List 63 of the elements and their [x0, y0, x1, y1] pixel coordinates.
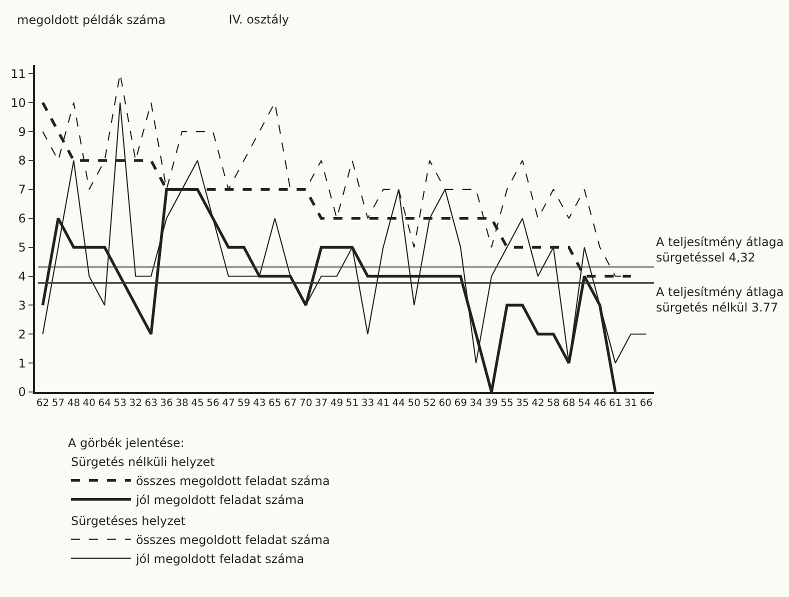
y-tick-label: 6	[18, 212, 26, 226]
y-tick-label: 2	[18, 327, 26, 342]
legend-label: összes megoldott feladat száma	[136, 533, 330, 548]
x-tick-label: 51	[346, 398, 359, 409]
y-tick-label: 3	[18, 298, 26, 312]
legend-label: jól megoldott feladat száma	[134, 552, 304, 566]
y-tick-label: 0	[18, 385, 26, 400]
y-tick-label: 11	[10, 66, 26, 81]
x-tick-label: 66	[640, 398, 653, 409]
y-axis-title: megoldott példák száma	[17, 13, 166, 27]
x-tick-label: 59	[238, 398, 250, 409]
x-tick-label: 45	[191, 398, 204, 409]
y-tick-label: 10	[10, 96, 26, 110]
x-tick-label: 47	[222, 398, 235, 409]
x-tick-label: 32	[129, 398, 142, 409]
x-tick-label: 42	[532, 398, 544, 409]
x-tick-label: 50	[408, 398, 421, 409]
x-tick-label: 49	[330, 398, 344, 409]
x-tick-label: 60	[438, 398, 452, 409]
x-tick-label: 48	[67, 398, 80, 409]
text: Sürgetés nélküli helyzet	[70, 455, 216, 470]
y-tick-label: 8	[18, 154, 26, 168]
x-tick-label: 57	[52, 398, 65, 409]
x-tick-label: 67	[284, 398, 297, 409]
x-tick-label: 53	[114, 398, 126, 409]
x-tick-label: 61	[608, 398, 622, 409]
x-tick-label: 40	[82, 398, 96, 409]
x-tick-label: 38	[176, 398, 188, 409]
x-tick-label: 39	[485, 398, 498, 409]
x-tick-label: 55	[500, 398, 514, 409]
y-tick-label: 9	[18, 124, 26, 139]
x-tick-label: 69	[454, 398, 467, 409]
x-tick-label: 46	[593, 398, 606, 409]
x-tick-label: 54	[578, 398, 591, 409]
x-tick-label: 36	[160, 398, 173, 409]
y-tick-label: 4	[18, 269, 26, 284]
ref-line-label: A teljesítmény átlaga sürgetéssel 4,32	[656, 235, 784, 265]
y-tick-label: 5	[18, 240, 26, 255]
x-tick-label: 68	[562, 398, 576, 409]
x-tick-label: 37	[314, 398, 328, 409]
x-tick-label: 41	[376, 398, 390, 409]
legend-title: A görbék jelentése:	[68, 436, 184, 450]
x-tick-label: 58	[547, 398, 560, 409]
x-tick-label: 52	[423, 398, 436, 409]
x-tick-label: 63	[144, 398, 158, 409]
x-tick-label: 70	[299, 398, 312, 409]
x-tick-label: 31	[624, 398, 638, 409]
legend-label: összes megoldott feladat száma	[136, 474, 330, 488]
x-tick-label: 56	[206, 398, 220, 409]
x-tick-label: 34	[470, 398, 482, 409]
x-tick-label: 62	[36, 398, 50, 409]
y-tick-label: 7	[18, 182, 26, 197]
chart-title: IV. osztály	[228, 12, 290, 26]
x-tick-label: 65	[268, 398, 282, 409]
ref-line-label: A teljesítmény átlaga sürgetés nélkül 3.77	[656, 285, 784, 315]
y-tick-label: 1	[18, 356, 26, 370]
x-tick-label: 43	[253, 398, 266, 409]
x-tick-label: 64	[98, 398, 112, 409]
x-tick-label: 44	[392, 398, 406, 409]
x-tick-label: 35	[516, 398, 529, 409]
text: Sürgetéses helyzet	[70, 514, 186, 528]
legend-label: jól megoldott feladat száma	[134, 493, 304, 508]
x-tick-label: 33	[361, 398, 374, 409]
